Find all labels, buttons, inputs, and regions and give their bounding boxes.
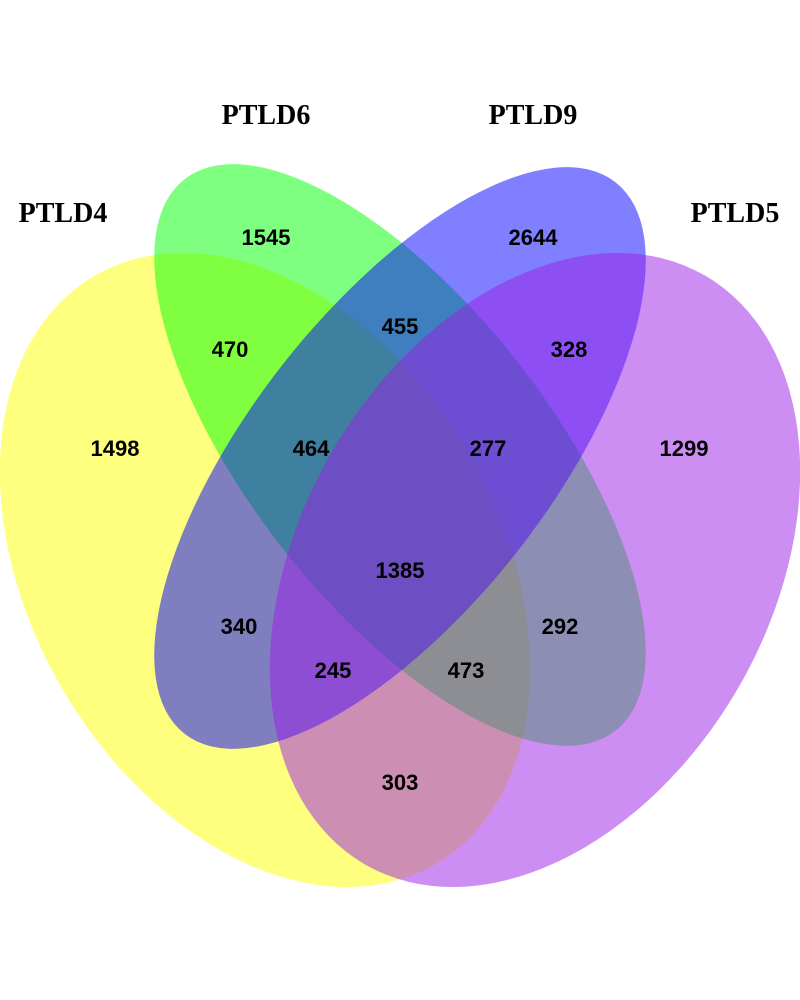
count-ptld4-only: 1498 xyxy=(91,436,140,461)
count-ptld9-ptld5: 328 xyxy=(551,337,588,362)
set-label-ptld5: PTLD5 xyxy=(691,198,780,229)
set-label-ptld4: PTLD4 xyxy=(19,198,108,229)
set-ellipse-ptld5 xyxy=(269,252,800,888)
count-ptld4-ptld5: 303 xyxy=(382,770,419,795)
set-label-ptld6: PTLD6 xyxy=(222,100,311,131)
count-ptld5-only: 1299 xyxy=(660,436,709,461)
count-ptld9-only: 2644 xyxy=(509,225,559,250)
set-label-ptld9: PTLD9 xyxy=(489,100,578,131)
count-all-four: 1385 xyxy=(376,558,425,583)
count-ptld6-ptld9: 455 xyxy=(382,314,419,339)
count-ptld6-ptld5: 292 xyxy=(542,614,579,639)
count-ptld6-ptld9-ptld5: 277 xyxy=(470,436,507,461)
count-ptld4-ptld9-ptld5: 245 xyxy=(315,658,352,683)
count-ptld4-ptld6-ptld5: 473 xyxy=(448,658,485,683)
count-ptld4-ptld9: 340 xyxy=(221,614,258,639)
count-ptld4-ptld6-ptld9: 464 xyxy=(293,436,330,461)
count-ptld4-ptld6: 470 xyxy=(212,337,249,362)
count-ptld6-only: 1545 xyxy=(242,225,291,250)
